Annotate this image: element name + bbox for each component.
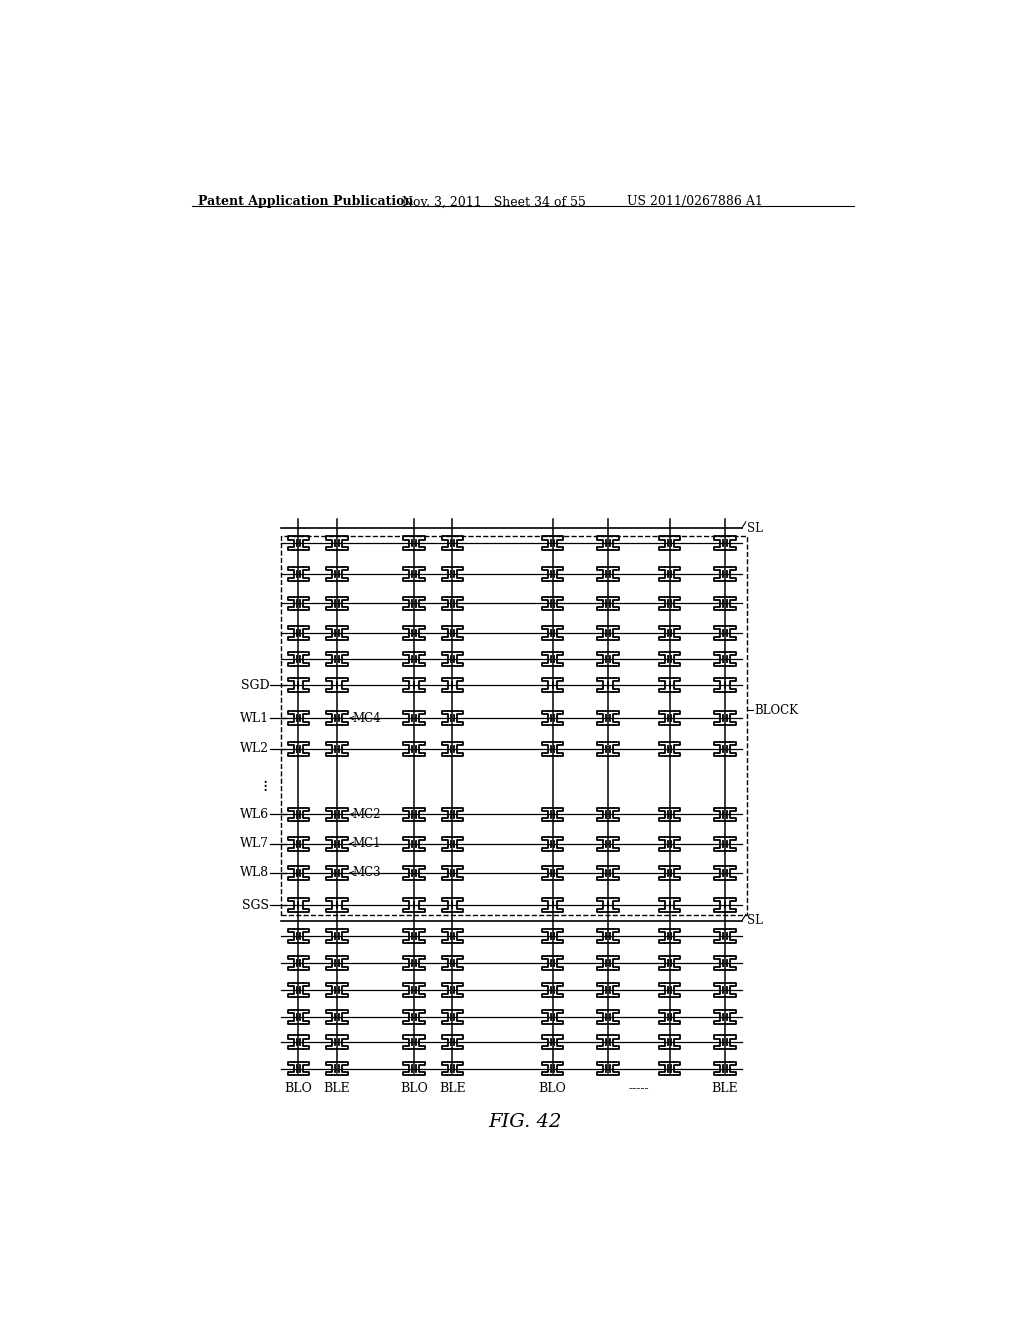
Text: FIG. 42: FIG. 42 xyxy=(488,1114,561,1131)
Text: WL8: WL8 xyxy=(240,866,269,879)
Bar xyxy=(281,536,746,915)
Text: MC4: MC4 xyxy=(352,711,381,725)
Text: SGS: SGS xyxy=(242,899,269,912)
Text: MC1: MC1 xyxy=(352,837,381,850)
Text: BLO: BLO xyxy=(539,1082,566,1096)
Text: BLE: BLE xyxy=(439,1082,466,1096)
Text: BLE: BLE xyxy=(712,1082,738,1096)
Text: .: . xyxy=(263,776,268,795)
Text: .: . xyxy=(263,768,268,787)
Text: BLO: BLO xyxy=(285,1082,312,1096)
Text: BLE: BLE xyxy=(324,1082,350,1096)
Text: Patent Application Publication: Patent Application Publication xyxy=(199,195,414,209)
Text: WL2: WL2 xyxy=(241,742,269,755)
Text: SGD: SGD xyxy=(241,678,269,692)
Text: SL: SL xyxy=(746,915,763,927)
Text: WL6: WL6 xyxy=(240,808,269,821)
Text: US 2011/0267886 A1: US 2011/0267886 A1 xyxy=(628,195,763,209)
Text: SL: SL xyxy=(746,521,763,535)
Text: WL7: WL7 xyxy=(241,837,269,850)
Text: BLOCK: BLOCK xyxy=(755,704,799,717)
Text: .: . xyxy=(263,772,268,791)
Text: Nov. 3, 2011   Sheet 34 of 55: Nov. 3, 2011 Sheet 34 of 55 xyxy=(402,195,587,209)
Text: WL1: WL1 xyxy=(240,711,269,725)
Text: MC2: MC2 xyxy=(352,808,381,821)
Text: BLO: BLO xyxy=(400,1082,428,1096)
Text: -----: ----- xyxy=(629,1082,649,1096)
Text: MC3: MC3 xyxy=(352,866,381,879)
